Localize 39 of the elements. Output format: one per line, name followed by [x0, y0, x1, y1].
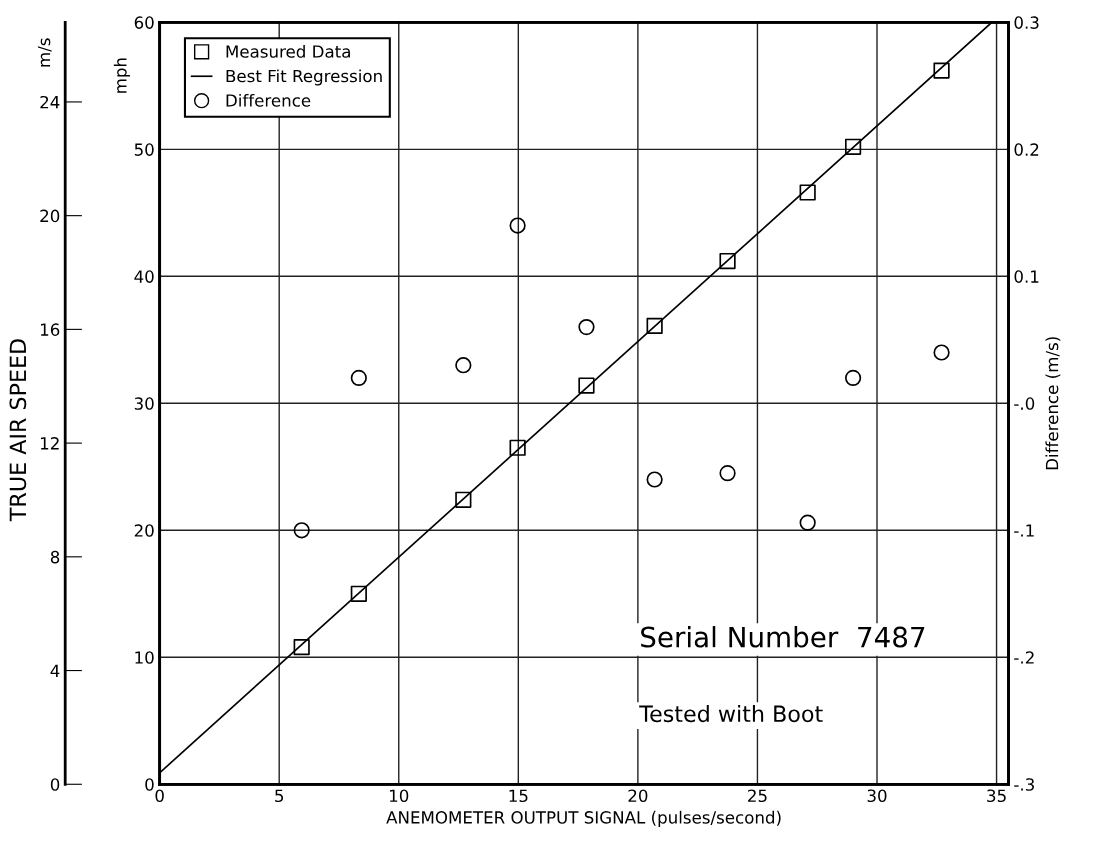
- y2-tick-label: -.3: [1014, 778, 1034, 791]
- x-tick-label: 0: [155, 789, 164, 803]
- x-tick-label: 5: [275, 789, 284, 803]
- y3-tick-label: 12: [40, 437, 59, 450]
- y3-tick-label: 4: [50, 664, 60, 677]
- legend-label: Difference: [226, 93, 311, 107]
- y-axis-title: mph: [113, 58, 130, 93]
- annotation: Serial Number 7487: [641, 626, 925, 648]
- y-tick-label: 40: [134, 270, 154, 283]
- y-tick-label: 10: [135, 651, 154, 664]
- y2-tick-label: -.1: [1014, 524, 1034, 537]
- x-tick-label: 35: [987, 789, 1006, 803]
- y2-tick-label: 0.2: [1014, 143, 1039, 156]
- y3-tick-label: 20: [40, 209, 60, 223]
- y-tick-label: 50: [134, 143, 154, 156]
- x-tick-label: 10: [389, 789, 409, 803]
- y-tick-label: 20: [134, 524, 154, 537]
- legend-label: Best Fit Regression: [226, 69, 382, 86]
- x-tick-label: 30: [867, 789, 887, 803]
- annotation: Tested with Boot: [639, 704, 823, 723]
- y3-tick-label: 0: [50, 778, 60, 791]
- y-tick-label: 0: [145, 778, 154, 791]
- y-tick-label: 60: [134, 16, 154, 29]
- y-tick-label: 30: [134, 397, 154, 410]
- x-axis-title: ANEMOMETER OUTPUT SIGNAL (pulses/second): [386, 810, 781, 827]
- y2-tick-label: 0.1: [1014, 270, 1039, 283]
- y2-tick-label: -.2: [1014, 651, 1034, 664]
- y2-tick-label: 0.3: [1014, 16, 1039, 29]
- y2-tick-label: -.0: [1014, 397, 1035, 410]
- y3-tick-label: 16: [40, 323, 60, 336]
- text: TRUE AIR SPEED: [9, 339, 27, 522]
- legend-label: Measured Data: [226, 44, 350, 58]
- x-tick-label: 25: [748, 789, 767, 803]
- y2-axis-title: Difference (m/s): [1045, 337, 1061, 470]
- y3-tick-label: 24: [40, 95, 60, 109]
- y3-axis-title: m/s: [37, 38, 52, 67]
- y3-tick-label: 8: [50, 550, 60, 564]
- x-tick-label: 15: [509, 789, 528, 803]
- x-tick-label: 20: [628, 789, 648, 803]
